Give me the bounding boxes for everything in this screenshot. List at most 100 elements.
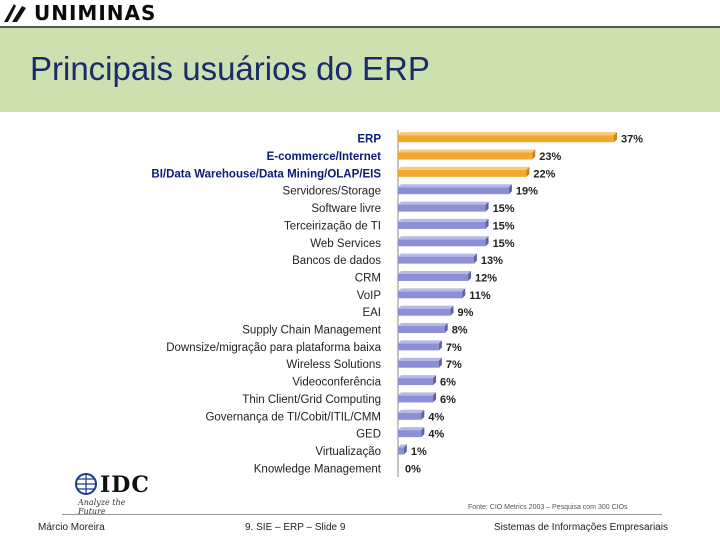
bar <box>398 378 434 386</box>
chart: ERP 37% E-commerce/Internet 23% BI/Data Ware… <box>0 125 720 490</box>
bar-top <box>398 132 617 136</box>
bar-side <box>532 149 536 160</box>
chart-svg: ERP 37% E-commerce/Internet 23% BI/Data Ware… <box>151 130 643 477</box>
bar <box>398 204 486 212</box>
bar-top <box>398 340 442 344</box>
bar <box>398 412 422 420</box>
category-label: Knowledge Management <box>254 463 382 475</box>
bar <box>398 169 527 177</box>
value-label: 19% <box>516 186 538 198</box>
bar-top <box>398 253 477 257</box>
idc-tagline: Analyze the Future <box>78 498 126 516</box>
bar-top <box>398 149 536 153</box>
bar <box>398 187 509 195</box>
bar-side <box>421 409 425 420</box>
bar-top <box>398 218 489 222</box>
category-label: GED <box>356 429 381 441</box>
category-label: Virtualização <box>315 446 381 458</box>
category-label: Governança de TI/Cobit/ITIL/CMM <box>205 411 381 423</box>
bar-side <box>450 305 454 316</box>
bar <box>398 326 445 334</box>
category-label: Supply Chain Management <box>242 325 382 337</box>
value-label: 7% <box>446 359 462 371</box>
value-label: 15% <box>493 238 515 250</box>
bar <box>398 239 486 247</box>
bar-top <box>398 323 448 327</box>
category-label: Web Services <box>310 238 381 250</box>
category-label: Servidores/Storage <box>283 186 381 198</box>
bar-top <box>398 236 489 240</box>
bar-top <box>398 166 530 170</box>
idc-logo: IDC Analyze the Future <box>72 468 152 516</box>
category-label: Downsize/migração para plataforma baixa <box>166 342 381 354</box>
bar <box>398 447 404 455</box>
bar-side <box>403 444 407 455</box>
category-label: Wireless Solutions <box>286 359 381 371</box>
category-label: Software livre <box>311 203 381 215</box>
bar <box>398 152 533 160</box>
value-label: 15% <box>493 220 515 232</box>
category-label: Videoconferência <box>292 377 381 389</box>
value-label: 15% <box>493 203 515 215</box>
bar-top <box>398 305 454 309</box>
bar <box>398 221 486 229</box>
value-label: 12% <box>475 272 497 284</box>
logo-text: UNIMINAS <box>34 1 157 25</box>
value-label: 23% <box>539 151 561 163</box>
value-label: 0% <box>405 463 421 475</box>
bar-top <box>398 409 425 413</box>
bar-side <box>433 392 437 403</box>
value-label: 8% <box>452 325 468 337</box>
idc-name: IDC <box>100 472 150 498</box>
category-label: EAI <box>362 307 381 319</box>
bar <box>398 343 439 351</box>
bar <box>398 308 451 316</box>
bar-top <box>398 288 466 292</box>
bar-side <box>421 427 425 438</box>
bar-side <box>485 201 489 212</box>
bar-top <box>398 357 442 361</box>
bar <box>398 256 474 264</box>
page-title: Principais usuários do ERP <box>30 50 430 87</box>
bar-side <box>508 184 512 195</box>
bar-side <box>485 236 489 247</box>
value-label: 1% <box>411 446 427 458</box>
bar <box>398 291 463 299</box>
value-label: 37% <box>621 134 643 146</box>
category-label: ERP <box>357 134 381 146</box>
value-label: 9% <box>458 307 474 319</box>
value-label: 22% <box>533 168 555 180</box>
bar-top <box>398 375 437 379</box>
title-band <box>0 28 720 112</box>
bar <box>398 430 422 438</box>
bar-side <box>438 357 442 368</box>
category-label: Bancos de dados <box>292 255 381 267</box>
bar-side <box>526 166 530 177</box>
bar-top <box>398 444 407 448</box>
bar <box>398 273 469 281</box>
bar-top <box>398 270 472 274</box>
bar <box>398 360 439 368</box>
bar-side <box>473 253 477 264</box>
bar-top <box>398 427 425 431</box>
footer-divider <box>62 514 662 515</box>
header-divider <box>0 26 720 28</box>
category-label: Terceirização de TI <box>284 220 381 232</box>
footer-course: Sistemas de Informações Empresariais <box>494 522 668 533</box>
bar-side <box>444 323 448 334</box>
bar <box>398 395 434 403</box>
bar <box>398 135 614 143</box>
category-label: E-commerce/Internet <box>267 151 382 163</box>
category-label: BI/Data Warehouse/Data Mining/OLAP/EIS <box>151 168 381 180</box>
category-label: CRM <box>355 272 381 284</box>
category-label: VoIP <box>357 290 382 302</box>
header-bar: UNIMINAS <box>0 0 720 26</box>
bar-top <box>398 201 489 205</box>
value-label: 7% <box>446 342 462 354</box>
bar-side <box>462 288 466 299</box>
value-label: 4% <box>428 429 444 441</box>
bar-side <box>438 340 442 351</box>
bar-side <box>468 270 472 281</box>
footer-author: Márcio Moreira <box>38 522 105 533</box>
value-label: 11% <box>469 290 491 302</box>
